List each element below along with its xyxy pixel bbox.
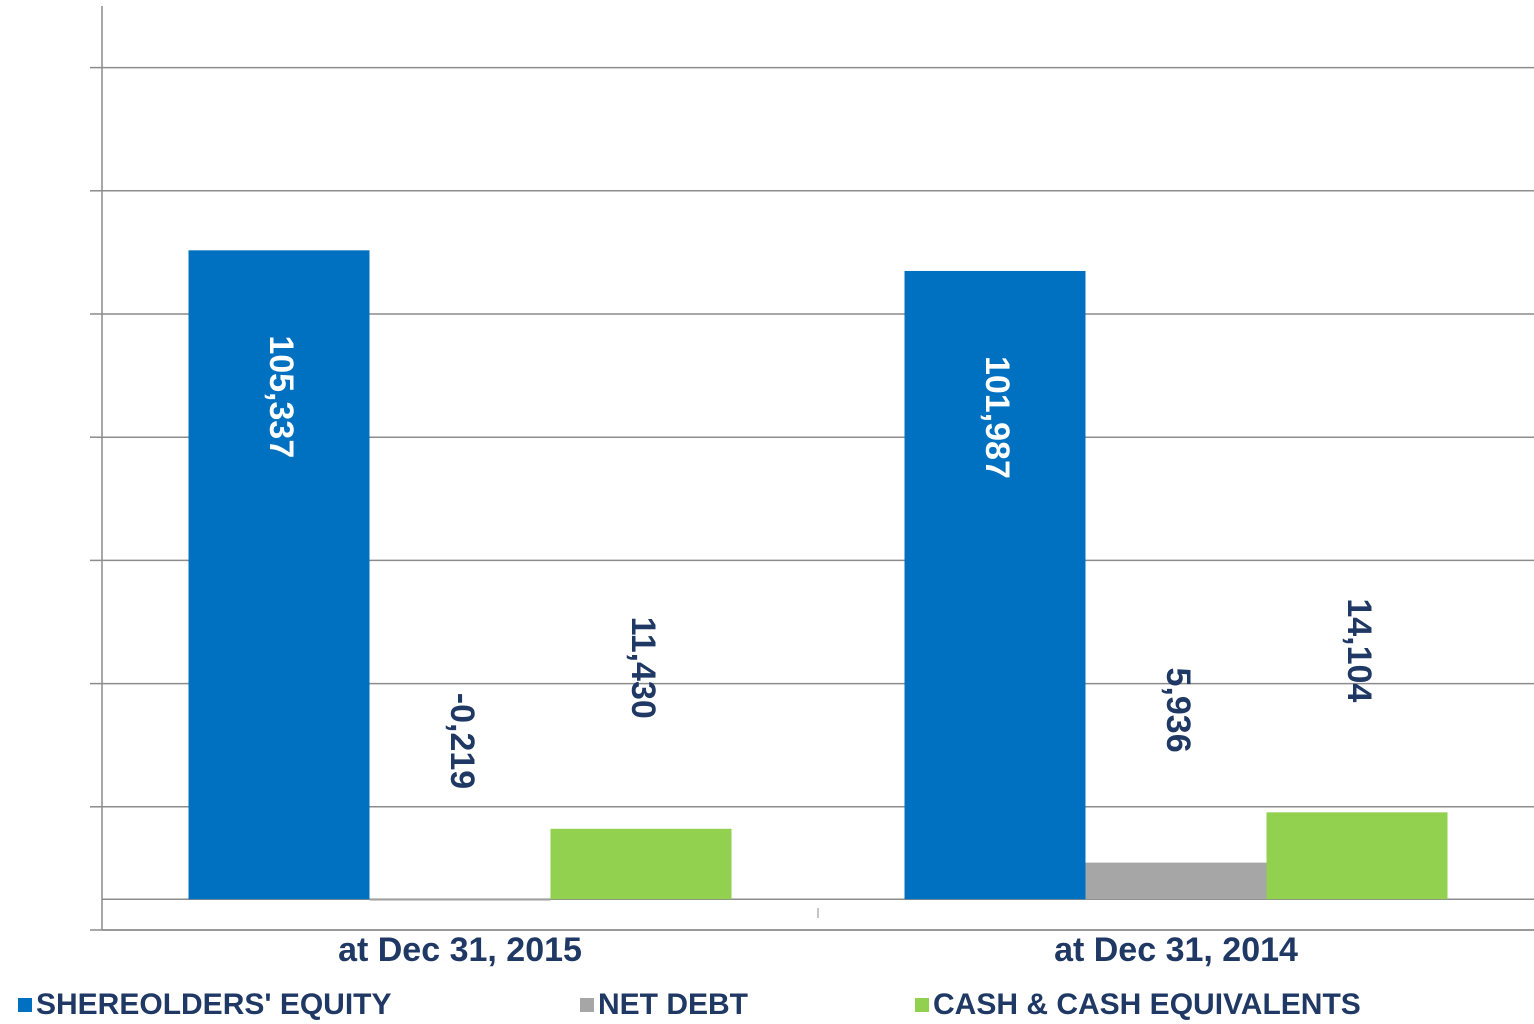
legend-swatch — [18, 998, 32, 1012]
legend-label: SHEREOLDERS' EQUITY — [36, 988, 392, 1021]
x-tick-label: at Dec 31, 2015 — [338, 931, 582, 969]
legend-swatch — [915, 998, 929, 1012]
data-label: 105,337 — [262, 335, 300, 458]
data-label: 14,104 — [1340, 598, 1378, 702]
data-label: 11,430 — [624, 617, 662, 719]
legend-swatch — [580, 998, 594, 1012]
bar — [550, 828, 732, 900]
data-label: 101,987 — [978, 356, 1016, 479]
legend-label: NET DEBT — [598, 988, 748, 1021]
bar — [1085, 862, 1267, 900]
bar — [369, 899, 551, 901]
legend-label: CASH & CASH EQUIVALENTS — [933, 988, 1361, 1021]
bar — [904, 270, 1086, 900]
data-label: 5,936 — [1159, 668, 1197, 753]
data-label: -0,219 — [443, 693, 481, 789]
bar — [1266, 812, 1448, 900]
x-tick-label: at Dec 31, 2014 — [1054, 931, 1298, 969]
bar — [188, 250, 370, 900]
